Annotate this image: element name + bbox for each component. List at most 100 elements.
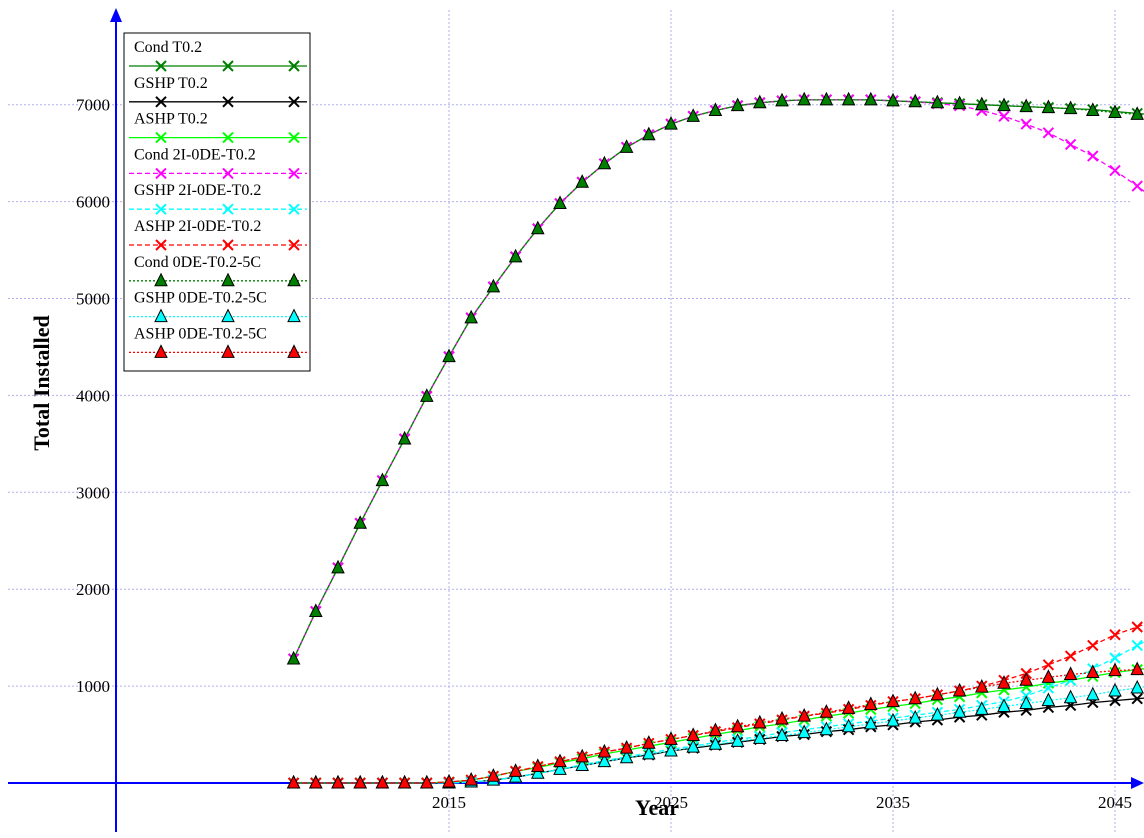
x-axis-arrow-icon (1131, 777, 1144, 789)
triangle-marker (1063, 689, 1078, 704)
triangle-marker (797, 724, 812, 739)
triangle-marker (863, 715, 878, 730)
triangle-marker (730, 718, 745, 733)
tick-labels: 1000 2000 3000 4000 5000 6000 7000 2015 2025 2035… (76, 96, 1132, 812)
triangle-marker (641, 745, 656, 760)
triangle-marker (1085, 102, 1100, 117)
triangle-marker (1041, 692, 1056, 707)
x-tick-label: 2015 (432, 793, 466, 812)
triangle-marker (775, 92, 789, 107)
legend-label: Cond T0.2 (134, 39, 202, 56)
triangle-marker (575, 174, 590, 188)
triangle-marker (442, 348, 456, 363)
triangle-marker (1041, 99, 1056, 114)
legend-box (123, 32, 311, 372)
legend-marker (222, 96, 234, 108)
legend-marker (222, 239, 234, 251)
legend-marker (287, 344, 301, 358)
legend-marker (222, 131, 234, 144)
y-tick-label: 5000 (76, 290, 110, 309)
legend-marker (155, 96, 167, 108)
triangle-marker (797, 708, 812, 722)
triangle-marker (508, 248, 523, 263)
triangle-marker (752, 94, 767, 109)
legend-label: ASHP T0.2 (134, 111, 208, 128)
x-marker (1042, 659, 1055, 671)
triangle-marker (1085, 686, 1100, 701)
triangle-marker (974, 701, 989, 715)
legend-marker (155, 60, 167, 72)
triangle-marker (708, 722, 723, 737)
triangle-marker (775, 727, 789, 742)
triangle-marker (286, 650, 301, 665)
y-tick-label: 7000 (76, 96, 110, 115)
legend-marker (221, 308, 235, 323)
triangle-marker (952, 682, 967, 697)
triangle-marker (308, 603, 323, 617)
triangle-marker (464, 309, 479, 324)
triangle-marker (464, 771, 479, 786)
x-marker (1109, 629, 1121, 641)
x-tick-label: 2045 (1098, 793, 1132, 812)
triangle-marker (752, 714, 767, 729)
x-marker (1064, 138, 1077, 151)
y-tick-label: 6000 (76, 193, 110, 212)
y-tick-label: 3000 (76, 483, 110, 502)
triangle-marker (375, 774, 390, 789)
triangle-marker (686, 739, 701, 753)
triangle-marker (619, 739, 634, 754)
triangle-marker (1019, 98, 1034, 113)
triangle-marker (974, 96, 989, 111)
triangle-marker (1108, 104, 1122, 118)
legend-label: Cond 2I-0DE-T0.2 (134, 146, 256, 163)
legend-marker (154, 272, 168, 287)
triangle-marker (908, 709, 923, 724)
legend-marker (221, 344, 235, 358)
legend-marker (287, 308, 301, 323)
triangle-marker (886, 693, 900, 708)
triangle-marker (286, 774, 301, 789)
triangle-marker (930, 707, 945, 721)
triangle-marker (1063, 666, 1078, 680)
triangle-marker (1130, 661, 1144, 676)
legend-marker (222, 167, 234, 180)
triangle-marker (819, 704, 834, 718)
triangle-marker (353, 515, 368, 529)
triangle-marker (308, 774, 323, 789)
triangle-marker (863, 91, 878, 106)
triangle-marker (553, 753, 567, 768)
triangle-marker (819, 91, 834, 106)
y-axis-arrow-icon (110, 8, 122, 22)
y-axis-label: Total Installed (29, 315, 54, 451)
triangle-marker (530, 765, 545, 779)
x-marker (1064, 650, 1077, 662)
x-marker (1042, 682, 1055, 694)
triangle-marker (1019, 672, 1034, 686)
triangle-marker (1085, 664, 1100, 679)
triangle-marker (686, 727, 701, 742)
triangle-marker (397, 774, 412, 789)
triangle-marker (819, 721, 834, 736)
triangle-marker (486, 768, 501, 782)
x-marker (1131, 180, 1143, 192)
legend-marker (155, 131, 167, 144)
triangle-marker (841, 718, 856, 733)
legend-marker (155, 239, 167, 251)
triangle-marker (952, 95, 967, 110)
triangle-marker (841, 91, 856, 106)
triangle-marker (752, 730, 767, 744)
triangle-marker (730, 733, 745, 747)
x-marker (1020, 118, 1032, 130)
triangle-marker (1130, 106, 1144, 120)
axes (8, 8, 1144, 832)
triangle-marker (442, 773, 456, 788)
series-markers-group (286, 661, 1144, 789)
triangle-marker (1019, 695, 1034, 710)
legend-label: GSHP 0DE-T0.2-5C (134, 290, 267, 307)
triangle-marker (530, 220, 545, 235)
legend-marker (155, 167, 167, 180)
legend-label: Cond 0DE-T0.2-5C (134, 254, 261, 271)
x-marker (1131, 692, 1143, 705)
triangle-marker (419, 774, 434, 789)
triangle-marker (619, 139, 634, 153)
